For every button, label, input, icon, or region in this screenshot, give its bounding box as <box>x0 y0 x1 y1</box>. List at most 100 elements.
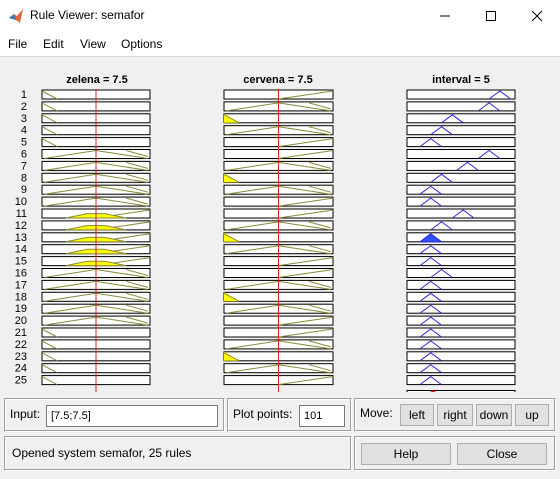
rule-number-label: 16 <box>15 268 27 280</box>
mf-curve <box>223 233 240 243</box>
mf-curve <box>308 304 331 312</box>
rule-number-label: 21 <box>15 327 27 339</box>
output-mf-curve <box>419 375 442 386</box>
mf-curve <box>126 316 148 324</box>
mf-curve <box>41 138 58 148</box>
mf-curve <box>41 102 58 112</box>
mf-curve <box>41 340 58 350</box>
output-mf-curve <box>419 352 442 362</box>
mf-curve <box>41 376 58 386</box>
mf-curve <box>308 280 331 288</box>
rule-box <box>406 375 516 386</box>
mf-curve <box>278 269 334 278</box>
mf-curve <box>126 269 148 276</box>
menu-file[interactable]: File <box>8 37 28 51</box>
mf-curve <box>308 102 331 110</box>
plot-points-field[interactable]: 101 <box>299 405 345 427</box>
mf-curve <box>278 90 334 100</box>
mf-curve <box>223 292 240 302</box>
rule-box <box>406 244 516 255</box>
rule-box <box>406 172 516 183</box>
mf-curve <box>308 364 331 372</box>
rule-number-label: 24 <box>15 363 27 375</box>
rule-box <box>406 268 516 278</box>
output-mf-curve <box>419 316 442 326</box>
rule-box <box>406 113 516 124</box>
rule-box <box>406 339 516 350</box>
mf-curve <box>41 114 58 124</box>
move-down-button[interactable]: down <box>476 404 512 426</box>
menu-view[interactable]: View <box>80 37 106 51</box>
move-up-button[interactable]: up <box>515 404 549 426</box>
rule-number-label: 6 <box>21 149 27 161</box>
rule-box <box>406 303 516 314</box>
output-mf-curve <box>419 328 442 338</box>
minimize-button[interactable] <box>422 0 468 32</box>
rule-number-label: 13 <box>15 232 27 244</box>
rule-box <box>406 149 516 159</box>
input-label: Input: <box>10 407 41 421</box>
rule-number-label: 18 <box>15 291 27 303</box>
move-right-button[interactable]: right <box>437 404 473 426</box>
mf-curve <box>126 161 148 169</box>
rule-number-label: 7 <box>21 160 27 172</box>
close-button[interactable]: Close <box>457 443 547 465</box>
mf-curve <box>278 257 334 267</box>
rule-box <box>406 232 516 243</box>
rule-box <box>406 351 516 362</box>
mf-curve <box>308 245 331 253</box>
output-mf-curve <box>419 185 442 195</box>
rule-box <box>406 125 516 136</box>
mf-curve <box>126 280 148 288</box>
mf-curve <box>278 150 334 159</box>
mf-curve <box>278 376 334 386</box>
menu-bar: File Edit View Options <box>0 32 560 57</box>
rule-number-label: 22 <box>15 339 27 351</box>
mf-curve <box>126 304 148 312</box>
mf-curve <box>41 352 58 362</box>
output-mf-curve <box>488 90 511 100</box>
rule-box <box>406 279 516 290</box>
output-mf-curve <box>441 114 464 124</box>
rule-number-label: 15 <box>15 256 27 268</box>
status-panel: Opened system semafor, 25 rules <box>4 436 352 471</box>
mf-curve <box>308 221 331 229</box>
output-mf-curve <box>477 102 501 112</box>
mf-curve <box>223 173 240 183</box>
mf-curve <box>223 352 240 362</box>
rule-number-label: 9 <box>21 184 27 196</box>
mf-curve <box>278 138 334 148</box>
title-bar: Rule Viewer: semafor <box>0 0 560 32</box>
menu-options[interactable]: Options <box>121 37 163 51</box>
output-mf-curve <box>430 173 453 183</box>
rule-number-label: 14 <box>15 244 27 256</box>
mf-curve <box>126 197 148 205</box>
rule-plots: zelena = 7.51234567891011121314151617181… <box>15 74 516 392</box>
mf-curve <box>278 316 334 326</box>
move-left-button[interactable]: left <box>400 404 434 426</box>
close-window-button[interactable] <box>514 0 560 32</box>
rule-box <box>406 363 516 374</box>
mf-curve <box>308 340 331 348</box>
help-close-panel: Help Close <box>354 436 556 471</box>
help-button[interactable]: Help <box>361 443 451 465</box>
move-label: Move: <box>360 406 393 420</box>
rule-number-label: 10 <box>15 196 27 208</box>
rule-number-label: 3 <box>21 113 27 125</box>
rule-number-label: 25 <box>15 375 27 387</box>
maximize-button[interactable] <box>468 0 514 32</box>
rule-number-label: 2 <box>21 101 27 113</box>
rule-number-label: 12 <box>15 220 27 232</box>
menu-edit[interactable]: Edit <box>43 37 64 51</box>
input-field[interactable]: [7.5;7.5] <box>46 405 218 427</box>
mf-curve <box>41 90 58 100</box>
output-mf-curve <box>430 126 453 136</box>
rule-box <box>406 291 516 302</box>
rule-box <box>406 160 516 171</box>
output-mf-curve <box>477 149 501 159</box>
aggregate-box <box>406 390 516 392</box>
output-mf-curve <box>452 209 475 219</box>
rule-box <box>406 89 516 100</box>
rule-fill <box>224 292 240 302</box>
rule-box <box>406 256 516 267</box>
